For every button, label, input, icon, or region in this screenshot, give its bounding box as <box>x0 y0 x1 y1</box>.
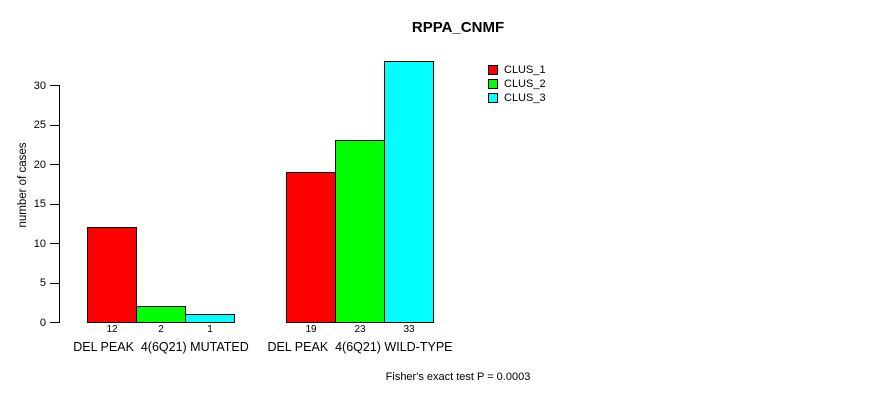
y-tick-label: 10 <box>33 237 46 250</box>
bar-value-label: 23 <box>354 324 366 335</box>
y-tick-label: 0 <box>39 316 46 329</box>
legend-swatch <box>488 65 498 75</box>
y-tick <box>50 124 59 126</box>
y-tick <box>50 203 59 205</box>
bar <box>136 306 186 323</box>
bar-value-label: 33 <box>403 324 415 335</box>
bar <box>286 171 336 323</box>
legend-swatch <box>488 93 498 103</box>
y-axis-line <box>59 85 60 323</box>
y-tick <box>50 164 59 165</box>
x-category-label: DEL PEAK 4(6Q21) WILD-TYPE <box>267 340 453 354</box>
chart-title: RPPA_CNMF <box>411 19 505 36</box>
y-tick <box>50 282 59 284</box>
bar-value-label: 19 <box>305 324 317 335</box>
bar <box>335 140 385 323</box>
y-tick-label: 20 <box>33 158 46 171</box>
bar-value-label: 1 <box>207 324 213 335</box>
x-category-label: DEL PEAK 4(6Q21) MUTATED <box>73 340 249 354</box>
y-tick <box>50 85 59 86</box>
legend-label: CLUS_3 <box>504 92 546 104</box>
bar <box>87 227 137 323</box>
y-tick-label: 5 <box>39 277 46 289</box>
stat-annotation: Fisher's exact test P = 0.0003 <box>385 371 531 383</box>
bar <box>185 314 235 323</box>
legend-label: CLUS_2 <box>504 78 546 90</box>
legend-label: CLUS_1 <box>504 64 546 76</box>
y-tick-label: 30 <box>33 79 46 92</box>
y-axis-label: number of cases <box>17 142 29 228</box>
bar-value-label: 12 <box>106 324 118 335</box>
bar <box>384 61 434 323</box>
bar-value-label: 2 <box>158 324 164 335</box>
y-tick <box>50 243 59 244</box>
y-tick-label: 25 <box>33 119 46 131</box>
y-tick-label: 15 <box>33 198 46 210</box>
y-tick <box>50 322 59 323</box>
legend-swatch <box>488 79 498 89</box>
